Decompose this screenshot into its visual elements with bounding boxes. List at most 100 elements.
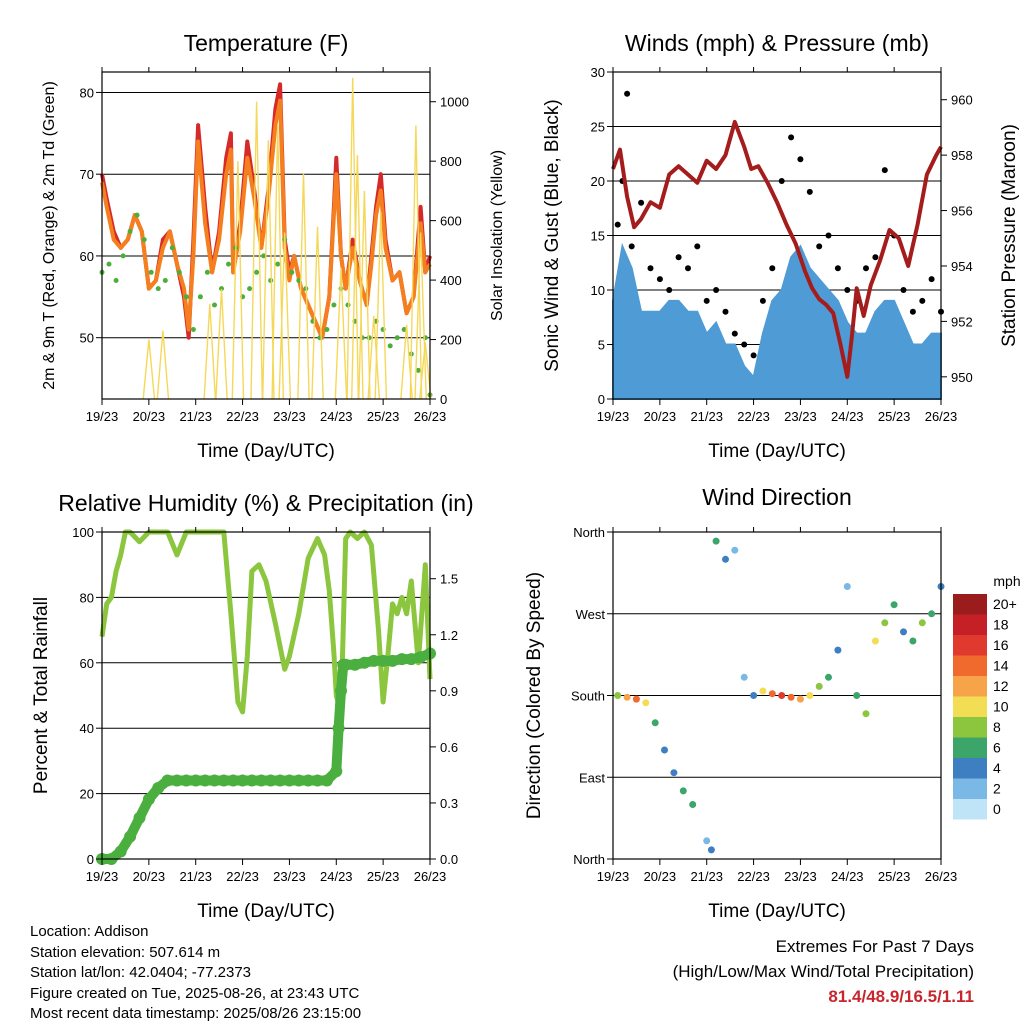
direction-point [689, 801, 697, 808]
direction-point [862, 710, 870, 718]
gust-point [900, 287, 907, 293]
y-tick-label: 80 [80, 590, 94, 605]
y-tick-label: East [579, 770, 605, 785]
x-tick-label: 19/23 [597, 409, 630, 424]
y2-tick-label: 200 [440, 333, 462, 348]
gust-point [797, 156, 804, 163]
x-tick-label: 22/23 [737, 409, 770, 424]
gust-point [685, 265, 691, 272]
y2-tick-label: 956 [951, 204, 973, 219]
y-axis-label: Direction (Colored By Speed) [524, 572, 545, 819]
gust-point [881, 167, 888, 174]
chart-panel-1: Winds (mph) & Pressure (mb) 19/23 20/23 21/… [542, 30, 1020, 462]
legend-swatch [953, 614, 987, 635]
x-tick-label: 26/23 [925, 869, 958, 884]
plot-frame [101, 531, 431, 860]
data-point [190, 327, 196, 332]
direction-point [670, 769, 678, 777]
y-tick-label: 20 [80, 787, 94, 802]
series-line-0 [99, 529, 433, 715]
data-point [296, 278, 302, 283]
data-point [387, 343, 393, 349]
gust-point [872, 254, 879, 261]
legend-label: 6 [993, 740, 1001, 756]
y-axis-label: Sonic Wind & Gust (Blue, Black) [542, 99, 563, 371]
y-tick-label: North [573, 852, 605, 867]
x-tick-label: 22/23 [226, 869, 259, 884]
x-tick-label: 26/23 [414, 869, 447, 884]
y2-tick-label: 0 [440, 392, 447, 407]
direction-point [731, 546, 739, 554]
wind-area [612, 242, 942, 400]
extremes-subtitle: (High/Low/Max Wind/Total Precipitation) [672, 962, 974, 981]
direction-point [843, 583, 851, 590]
x-tick-label: 23/23 [784, 869, 817, 884]
insolation-spike [203, 303, 217, 400]
x-tick-label: 24/23 [320, 869, 353, 884]
data-point [127, 228, 133, 234]
direction-point [806, 692, 814, 699]
legend-swatch [953, 758, 987, 779]
y2-tick-label: 400 [440, 273, 462, 288]
data-point [148, 269, 154, 275]
insolation-spike [311, 226, 324, 400]
direction-point [712, 537, 720, 545]
direction-point [825, 673, 832, 681]
x-tick-label: 23/23 [273, 869, 306, 884]
y-tick-label: 60 [80, 249, 94, 264]
gust-point [759, 297, 766, 304]
legend-label: 12 [993, 678, 1009, 694]
direction-point [853, 692, 861, 699]
y-tick-label: 20 [591, 174, 605, 189]
gust-point [928, 276, 935, 283]
y2-tick-label: 960 [951, 93, 973, 108]
data-point [415, 367, 421, 373]
station-latlon: Station lat/lon: 42.0404; -77.2373 [30, 964, 252, 981]
gust-point [666, 287, 673, 293]
y2-tick-label: 800 [440, 154, 462, 169]
data-point [338, 286, 344, 292]
legend-label: 2 [993, 781, 1001, 797]
direction-point [778, 692, 786, 699]
data-point [197, 294, 203, 300]
insolation-spike [419, 342, 432, 400]
y2-tick-label: 1.2 [440, 628, 458, 643]
chart-title: Temperature (F) [184, 30, 349, 56]
gust-point [806, 188, 813, 195]
legend-swatch [953, 676, 987, 697]
insolation-spike [278, 232, 292, 400]
x-tick-label: 21/23 [690, 869, 723, 884]
x-tick-label: 24/23 [320, 409, 353, 424]
gust-point [638, 199, 645, 206]
legend-swatch [953, 778, 987, 799]
y-tick-label: 0 [87, 852, 94, 867]
direction-point [909, 637, 917, 645]
gust-point [844, 287, 851, 293]
y2-tick-label: 1.5 [440, 572, 458, 587]
y2-tick-label: 954 [951, 259, 973, 274]
gust-point [694, 243, 701, 250]
gust-point [628, 243, 635, 250]
data-point [394, 335, 400, 341]
x-axis-label: Time (Day/UTC) [708, 901, 846, 922]
direction-point [651, 719, 659, 727]
chart-title: Relative Humidity (%) & Precipitation (i… [58, 490, 473, 516]
insolation-spike [409, 125, 423, 400]
gust-point [731, 330, 738, 337]
x-tick-label: 20/23 [644, 409, 677, 424]
y-axis-label: Percent & Total Rainfall [31, 597, 52, 794]
chart-panel-0: Temperature (F) 19/23 20/23 21/23 22/23 23/23… [41, 30, 506, 462]
chart-title: Wind Direction [702, 484, 852, 510]
direction-point [722, 555, 729, 563]
chart-panel-2: Relative Humidity (%) & Precipitation (i… [31, 490, 474, 922]
y2-tick-label: 952 [951, 314, 973, 329]
direction-point [815, 682, 823, 690]
y-tick-label: 0 [598, 392, 605, 407]
insolation-spike [346, 77, 359, 400]
insolation-spike [215, 288, 228, 400]
x-tick-label: 25/23 [367, 409, 400, 424]
legend-swatch [953, 737, 987, 758]
x-tick-label: 26/23 [925, 409, 958, 424]
x-axis-label: Time (Day/UTC) [197, 441, 335, 462]
y2-tick-label: 0.3 [440, 796, 458, 811]
